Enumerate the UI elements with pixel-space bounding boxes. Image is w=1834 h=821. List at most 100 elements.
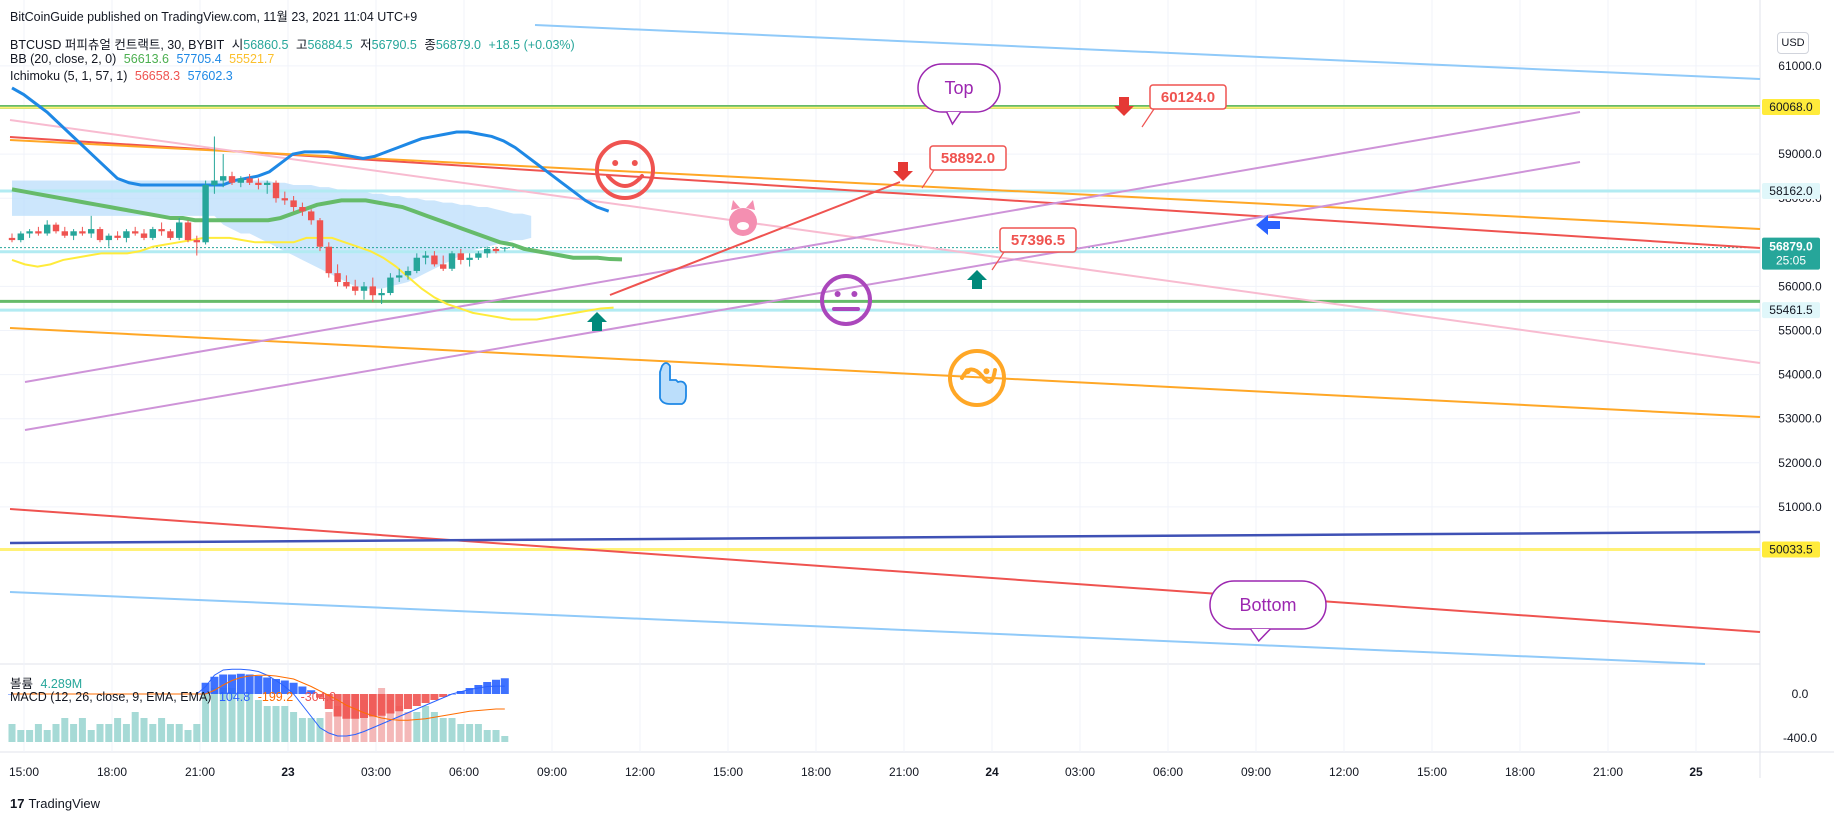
- x-tick-label[interactable]: 12:00: [1329, 765, 1359, 779]
- price-note-box[interactable]: [929, 145, 1007, 171]
- happy-face-icon[interactable]: [595, 140, 655, 200]
- bb-legend[interactable]: BB (20, close, 2, 0) 56613.6 57705.4 555…: [10, 52, 278, 66]
- x-tick-label[interactable]: 15:00: [1417, 765, 1447, 779]
- candle-body: [484, 248, 491, 254]
- price-note-box[interactable]: [1149, 84, 1227, 110]
- x-tick-label[interactable]: 03:00: [361, 765, 391, 779]
- price-note-pointer: [991, 251, 1005, 271]
- high-value: 56884.5: [307, 38, 353, 52]
- brand-label: TradingView: [28, 796, 101, 811]
- trend-line[interactable]: [9, 591, 1706, 665]
- dizzy-face-icon[interactable]: [948, 349, 1006, 407]
- price-axis[interactable]: 61000.059000.058000.056000.055000.054000…: [1762, 59, 1822, 745]
- price-tag[interactable]: [1762, 99, 1820, 115]
- trend-line[interactable]: [609, 181, 901, 296]
- pointing-hand-icon[interactable]: [659, 362, 687, 405]
- volume-bar: [342, 700, 350, 742]
- chart-background: [0, 0, 1760, 778]
- trend-line[interactable]: [9, 119, 1761, 364]
- trend-lines[interactable]: [9, 24, 1761, 665]
- x-tick-label[interactable]: 15:00: [713, 765, 743, 779]
- x-tick-label[interactable]: 06:00: [449, 765, 479, 779]
- x-tick-label[interactable]: 09:00: [1241, 765, 1271, 779]
- x-tick-label[interactable]: 06:00: [1153, 765, 1183, 779]
- price-tag[interactable]: [1762, 302, 1820, 319]
- annotations[interactable]: 60124.0 58892.0 57396.5 Top Bottom: [587, 63, 1327, 643]
- candle-body: [123, 231, 130, 238]
- arrow-down-icon[interactable]: [1114, 97, 1134, 116]
- x-tick-label[interactable]: 21:00: [185, 765, 215, 779]
- macd-legend[interactable]: MACD (12, 26, close, 9, EMA, EMA) 104.8 …: [10, 690, 340, 704]
- trend-line[interactable]: [9, 508, 1761, 633]
- time-axis[interactable]: 15:00 18:00 21:00 23 03:00 06:00 09:00 12:00 15:…: [9, 765, 1703, 779]
- trend-line[interactable]: [534, 24, 1761, 80]
- candle-body: [316, 220, 324, 247]
- x-tick-label[interactable]: 18:00: [801, 765, 831, 779]
- x-tick-label[interactable]: 24: [985, 765, 999, 779]
- volume-legend[interactable]: 볼륨 4.289M: [10, 673, 86, 692]
- volume-bar: [298, 718, 306, 742]
- neutral-face-icon[interactable]: [820, 274, 872, 326]
- x-tick-label[interactable]: 03:00: [1065, 765, 1095, 779]
- price-note-label: 60124.0: [1161, 89, 1215, 106]
- trend-line[interactable]: [24, 161, 1581, 431]
- volume-bar: [448, 718, 456, 742]
- y-tick-label[interactable]: 61000.0: [1778, 59, 1822, 73]
- volume-bar: [413, 712, 421, 742]
- volume-bar: [492, 730, 500, 742]
- y-tick-label[interactable]: 59000.0: [1778, 147, 1822, 161]
- candle-body: [396, 275, 403, 278]
- x-tick-label[interactable]: 21:00: [1593, 765, 1623, 779]
- volume-bar: [325, 712, 333, 742]
- ichimoku-legend[interactable]: Ichimoku (5, 1, 57, 1) 56658.3 57602.3: [10, 69, 237, 83]
- volume-bar: [219, 688, 227, 742]
- y-tick-label[interactable]: 55000.0: [1778, 323, 1822, 337]
- y-tick-label[interactable]: 52000.0: [1778, 456, 1822, 470]
- arrow-up-icon[interactable]: [587, 312, 607, 331]
- trend-line[interactable]: [24, 111, 1581, 383]
- x-tick-label[interactable]: 09:00: [537, 765, 567, 779]
- bb-lower-line: [11, 236, 614, 321]
- volume-bar: [360, 700, 368, 742]
- dizzy-face-icon-eye: [983, 368, 990, 375]
- symbol-legend[interactable]: BTCUSD 퍼피츄얼 컨트랙트, 30, BYBIT 시56860.5 고56…: [10, 34, 579, 53]
- y-tick-label[interactable]: 56000.0: [1778, 279, 1822, 293]
- candle-body: [228, 176, 236, 183]
- y-tick-label[interactable]: 53000.0: [1778, 412, 1822, 426]
- candle-body: [193, 240, 200, 243]
- arrow-down-icon[interactable]: [893, 162, 913, 181]
- x-tick-label[interactable]: 18:00: [1505, 765, 1535, 779]
- last-price-tag[interactable]: [1762, 237, 1820, 270]
- x-tick-label[interactable]: 12:00: [625, 765, 655, 779]
- x-tick-label[interactable]: 15:00: [9, 765, 39, 779]
- x-tick-label[interactable]: 18:00: [97, 765, 127, 779]
- currency-button[interactable]: USD: [1777, 32, 1809, 54]
- volume-bar: [501, 736, 509, 742]
- y-tick-label[interactable]: 54000.0: [1778, 368, 1822, 382]
- volume-bar: [254, 700, 262, 742]
- y-tick-label[interactable]: 51000.0: [1778, 500, 1822, 514]
- arrow-left-icon[interactable]: [1256, 215, 1280, 235]
- macd-histogram-bar: [298, 686, 307, 694]
- x-tick-label[interactable]: 25: [1689, 765, 1703, 779]
- candle-body: [88, 229, 95, 234]
- bb-lower-value: 55521.7: [229, 52, 275, 66]
- open-label: 시: [231, 38, 244, 52]
- x-tick-label[interactable]: 23: [281, 765, 295, 779]
- trend-line[interactable]: [9, 530, 1761, 545]
- trend-line[interactable]: [9, 327, 1761, 418]
- x-tick-label[interactable]: 21:00: [889, 765, 919, 779]
- macd-histogram-bar: [483, 682, 492, 694]
- tradingview-brand[interactable]: 17 TradingView: [10, 796, 100, 811]
- candle-body: [246, 178, 253, 183]
- macd-histogram-bar: [254, 676, 263, 694]
- volume-bar: [105, 724, 113, 742]
- price-note-box[interactable]: [999, 227, 1077, 253]
- price-tag[interactable]: [1762, 541, 1820, 558]
- bb-upper-value: 57705.4: [176, 52, 222, 66]
- ichimoku-conversion-value: 56658.3: [134, 69, 181, 83]
- price-tag[interactable]: [1762, 183, 1820, 200]
- trend-line[interactable]: [9, 139, 1761, 230]
- arrow-up-icon[interactable]: [967, 270, 987, 289]
